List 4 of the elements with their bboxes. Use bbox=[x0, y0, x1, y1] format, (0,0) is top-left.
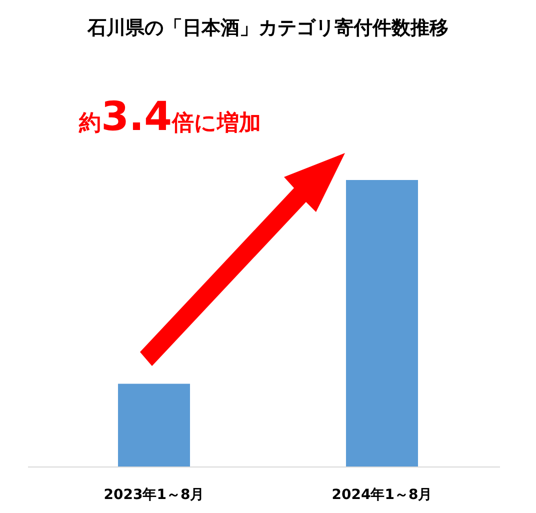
chart-title: 石川県の「日本酒」カテゴリ寄付件数推移 bbox=[86, 17, 448, 39]
text: 約3.4倍に増加 bbox=[78, 94, 261, 140]
x-tick-label: 2024年1～8月 bbox=[332, 487, 432, 503]
x-tick-label: 2023年1～8月 bbox=[104, 487, 204, 503]
